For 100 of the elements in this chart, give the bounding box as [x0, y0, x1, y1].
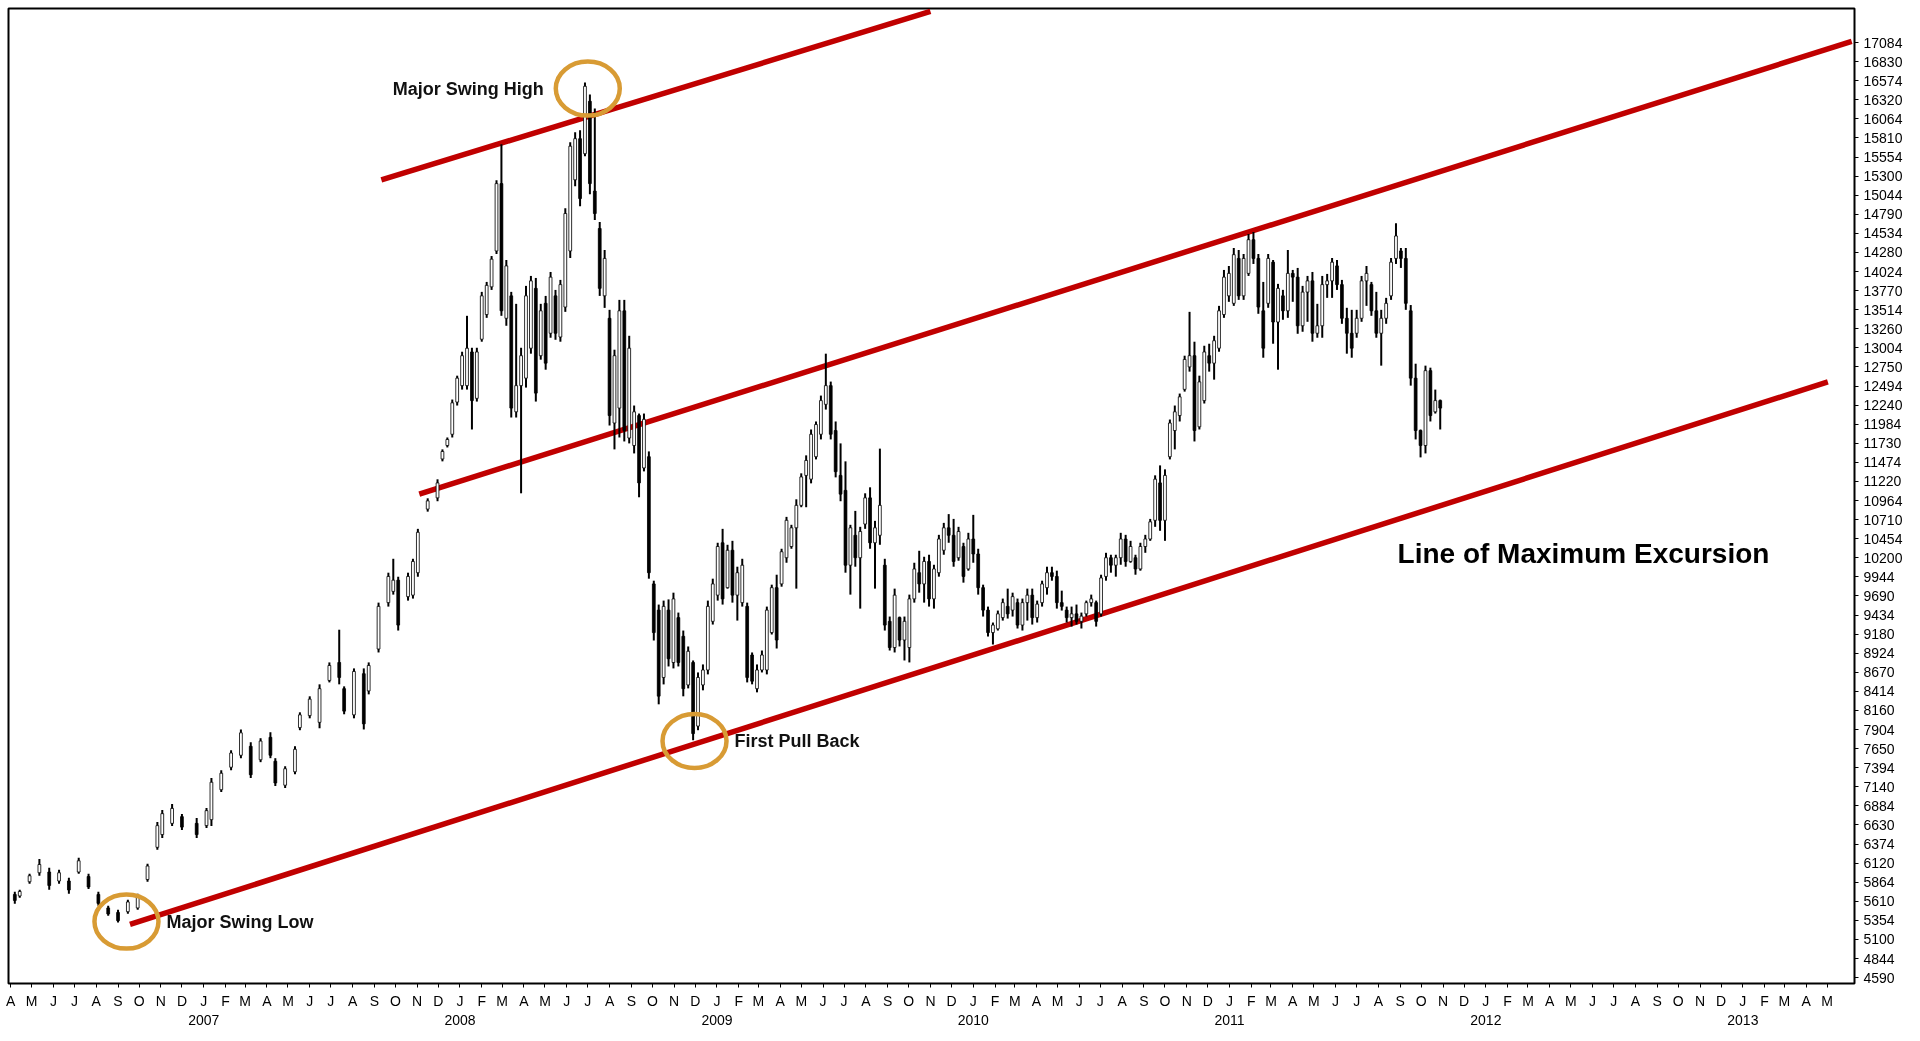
y-tick-label: 16320 — [1863, 91, 1903, 108]
y-tick-label: 5610 — [1863, 893, 1895, 910]
candlestick — [170, 802, 174, 827]
candlestick — [593, 107, 597, 222]
x-tick-label: F — [1247, 992, 1256, 1009]
y-tick-label: 14534 — [1863, 225, 1903, 242]
x-tick-label: F — [1760, 992, 1769, 1009]
y-tick-label: 5354 — [1863, 912, 1895, 929]
x-tick-label: O — [1415, 992, 1427, 1009]
y-tick-label: 16064 — [1863, 110, 1903, 127]
x-tick-label: A — [1031, 992, 1042, 1009]
x-tick-label: D — [176, 992, 188, 1009]
y-tick-label: 10200 — [1863, 549, 1903, 566]
x-tick-label: O — [903, 992, 915, 1009]
x-tick-label: A — [604, 992, 615, 1009]
x-tick-label: M — [25, 992, 38, 1009]
x-tick-label: F — [477, 992, 487, 1009]
y-tick-label: 6120 — [1863, 855, 1895, 872]
y-tick-label: 15300 — [1863, 168, 1903, 185]
x-tick-label: J — [1096, 992, 1104, 1009]
x-tick-label: S — [626, 992, 636, 1009]
candlestick — [283, 765, 287, 790]
x-tick-label: F — [1503, 992, 1512, 1009]
x-tick-label: A — [5, 992, 16, 1009]
y-tick-label: 9180 — [1863, 626, 1895, 643]
y-tick-label: 10710 — [1863, 511, 1903, 528]
y-tick-label: 13004 — [1863, 339, 1903, 356]
x-tick-label: D — [946, 992, 957, 1009]
x-tick-label: J — [563, 992, 571, 1009]
x-tick-label: D — [433, 992, 444, 1009]
y-tick-label: 15554 — [1863, 149, 1903, 166]
x-tick-label: J — [49, 992, 57, 1009]
y-tick-label: 15810 — [1863, 129, 1903, 146]
y-tick-label: 7650 — [1863, 740, 1895, 757]
x-tick-label: J — [1589, 992, 1597, 1009]
candlestick — [47, 866, 52, 891]
y-tick-label: 13770 — [1863, 282, 1903, 299]
annotation: Major Swing Low — [166, 911, 315, 932]
y-tick-label: 4590 — [1863, 969, 1895, 986]
x-tick-label: J 2009 — [701, 992, 733, 1028]
x-tick-label: O — [1159, 992, 1171, 1009]
y-tick-label: 14024 — [1863, 263, 1903, 280]
x-tick-label: D — [1459, 992, 1470, 1009]
y-tick-label: 8924 — [1863, 645, 1895, 662]
y-tick-label: 10964 — [1863, 492, 1903, 509]
y-tick-label: 11220 — [1863, 473, 1902, 490]
annotation: Major Swing High — [392, 78, 544, 99]
x-tick-label: N — [669, 992, 680, 1009]
x-tick-label: M — [1308, 992, 1320, 1009]
candlestick — [219, 769, 224, 794]
x-tick-label: J 2011 — [1214, 992, 1245, 1028]
x-tick-label: M — [1564, 992, 1577, 1009]
x-tick-label: A — [775, 992, 786, 1009]
x-tick-label: J — [306, 992, 314, 1009]
x-tick-label: M — [1008, 992, 1021, 1009]
x-tick-label: S — [113, 992, 123, 1009]
candlestick — [229, 749, 233, 772]
candlestick — [337, 628, 342, 686]
x-tick-label: A — [91, 992, 102, 1009]
y-tick-label: 9434 — [1863, 607, 1895, 624]
x-tick-label: M — [752, 992, 765, 1009]
y-tick-label: 11984 — [1863, 416, 1902, 433]
candlestick — [307, 695, 312, 720]
x-tick-label: M — [1051, 992, 1064, 1009]
y-tick-label: 13514 — [1863, 301, 1903, 318]
y-tick-label: 9944 — [1863, 568, 1895, 585]
x-tick-label: D — [690, 992, 701, 1009]
x-tick-label: A — [861, 992, 872, 1009]
x-tick-label: S — [882, 992, 893, 1009]
y-tick-label: 17084 — [1863, 34, 1903, 51]
y-tick-label: 7140 — [1863, 778, 1895, 795]
x-tick-label: S — [369, 992, 379, 1009]
candlestick — [273, 757, 278, 788]
x-tick-label: J — [327, 992, 335, 1009]
x-tick-label: A — [1288, 992, 1299, 1009]
candlestick — [1074, 603, 1079, 626]
y-tick-label: 5864 — [1863, 874, 1895, 891]
x-tick-label: N — [1437, 992, 1449, 1009]
x-tick-label: M — [1522, 992, 1534, 1009]
x-tick-label: S — [1139, 992, 1149, 1009]
x-tick-label: J 2012 — [1470, 992, 1502, 1028]
y-tick-label: 15044 — [1863, 187, 1903, 204]
x-tick-label: D — [1716, 992, 1727, 1009]
x-tick-label: J — [819, 992, 827, 1009]
x-tick-label: J — [584, 992, 592, 1009]
annotation: Line of Maximum Excursion — [1397, 538, 1770, 569]
x-tick-label: A — [1373, 992, 1384, 1009]
x-tick-label: J — [840, 992, 848, 1009]
x-tick-label: A — [519, 992, 530, 1009]
x-tick-label: O — [646, 992, 658, 1009]
y-tick-label: 12494 — [1863, 378, 1903, 395]
x-tick-label: N — [925, 992, 936, 1009]
y-tick-label: 14790 — [1863, 206, 1903, 223]
y-tick-label: 9690 — [1863, 587, 1895, 604]
x-tick-label: J — [1075, 992, 1083, 1009]
y-tick-label: 7394 — [1863, 759, 1895, 776]
x-tick-label: M — [1265, 992, 1277, 1009]
candlestick — [435, 478, 440, 503]
x-tick-label: O — [389, 992, 401, 1009]
candlestick — [342, 685, 346, 716]
